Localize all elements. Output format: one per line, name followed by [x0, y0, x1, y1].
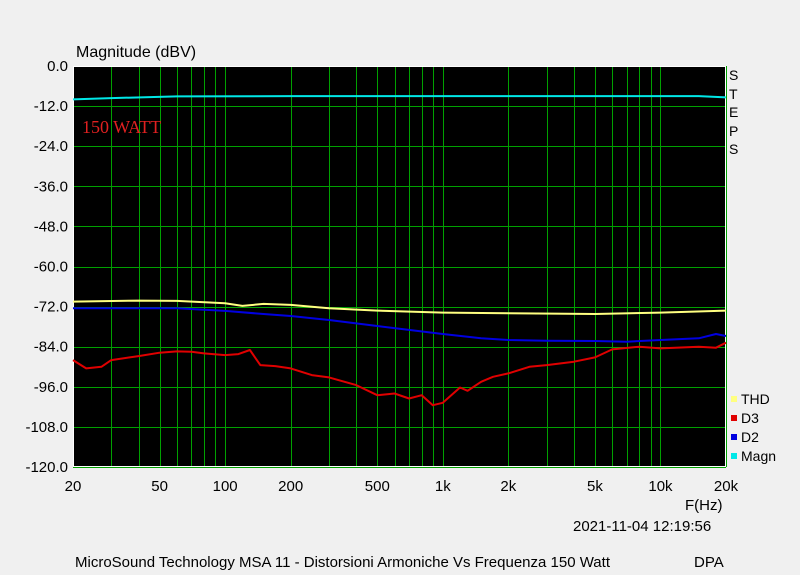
x-tick-label: 500 — [365, 478, 390, 495]
y-tick-label: -84.0 — [34, 339, 68, 356]
y-tick-label: -108.0 — [25, 419, 68, 436]
x-tick-label: 10k — [648, 478, 673, 495]
timestamp: 2021-11-04 12:19:56 — [573, 518, 711, 535]
legend-label-magn: Magn — [741, 448, 776, 464]
series-line-d3 — [72, 341, 727, 407]
y-tick-label: -48.0 — [34, 218, 68, 235]
y-tick-label: -60.0 — [34, 259, 68, 276]
series-line-d2 — [73, 307, 727, 343]
y-tick-label: -12.0 — [34, 98, 68, 115]
x-tick-label: 5k — [587, 478, 603, 495]
plot-background — [73, 66, 726, 467]
x-tick-label: 50 — [151, 478, 168, 495]
plot-frame — [73, 66, 726, 467]
y-tick-label: -96.0 — [34, 379, 68, 396]
y-tick-label: -72.0 — [34, 299, 68, 316]
footer-right-label: DPA — [694, 554, 724, 571]
series-line-thd — [72, 299, 727, 315]
series-line-magn — [72, 95, 727, 101]
legend-swatch-magn — [731, 453, 737, 459]
legend-label-thd: THD — [741, 391, 770, 407]
x-tick-labels: 20 50 100 200 500 1k 2k 5k 10k 20k — [65, 478, 739, 495]
legend-swatch-d2 — [731, 434, 737, 440]
legend-swatch-d3 — [731, 415, 737, 421]
legend-label-d3: D3 — [741, 410, 759, 426]
x-tick-label: 2k — [500, 478, 516, 495]
y-tick-label: -36.0 — [34, 178, 68, 195]
y-tick-label: -24.0 — [34, 138, 68, 155]
x-axis-label: F(Hz) — [685, 497, 723, 514]
plot-area: 150 WATT — [72, 66, 727, 468]
x-tick-label: 200 — [278, 478, 303, 495]
legend: THD D3 D2 Magn — [731, 391, 776, 464]
x-tick-label: 20 — [65, 478, 82, 495]
annotation-150-watt: 150 WATT — [82, 117, 161, 137]
chart-title: Magnitude (dBV) — [76, 44, 196, 61]
y-tick-labels: 0.0 -12.0 -24.0 -36.0 -48.0 -60.0 -72.0 -84.0 -9… — [25, 58, 68, 476]
footer-title: MicroSound Technology MSA 11 - Distorsio… — [75, 554, 611, 571]
x-tick-label: 100 — [213, 478, 238, 495]
legend-label-d2: D2 — [741, 429, 759, 445]
legend-swatch-thd — [731, 396, 737, 402]
y-tick-label: 0.0 — [47, 58, 68, 75]
x-tick-label: 20k — [714, 478, 739, 495]
x-tick-label: 1k — [435, 478, 451, 495]
y-tick-label: -120.0 — [25, 459, 68, 476]
